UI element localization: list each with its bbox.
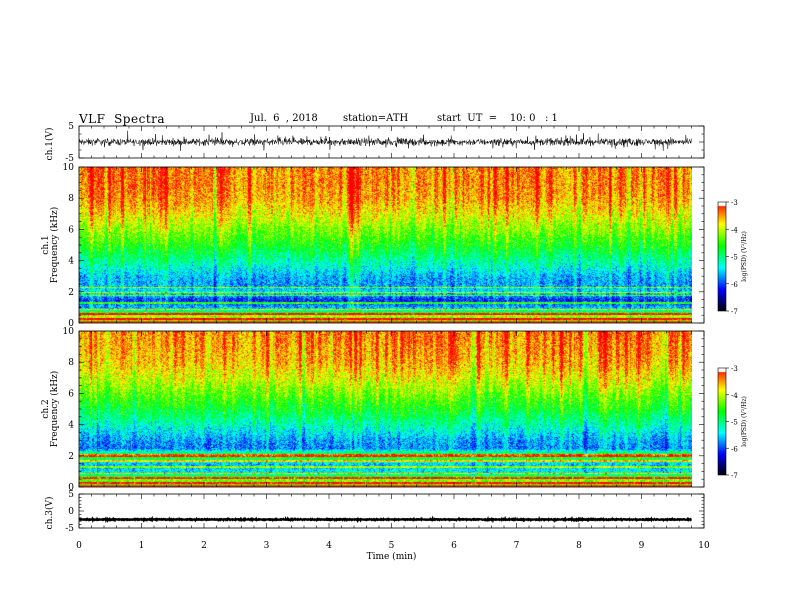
- x-tick-label: 3: [264, 541, 270, 551]
- colorbar-tick-label: -4: [731, 226, 738, 234]
- ch2-spectrogram-image: [79, 331, 692, 487]
- y-tick-label: 2: [68, 452, 74, 462]
- y-tick-label: 10: [63, 327, 75, 337]
- x-tick-label: 4: [326, 541, 332, 551]
- figure-title: VLF Spectra: [79, 112, 166, 126]
- station-label: station=ATH: [343, 113, 409, 124]
- ch1-waveform-trace: [78, 130, 692, 151]
- y-tick-label: 6: [68, 389, 74, 399]
- colorbar-tick-label: -7: [731, 472, 738, 480]
- x-tick-label: 0: [76, 541, 82, 551]
- colorbar-tick-label: -6: [731, 281, 738, 289]
- y-tick-label: 4: [68, 257, 74, 267]
- y-tick-label: 0: [68, 319, 74, 329]
- ch1-spectrogram-ylabel: ch.1: [41, 235, 51, 254]
- colorbar-tick-label: -5: [731, 254, 738, 262]
- ch1-spectrogram-image: [79, 167, 692, 323]
- colorbar-tick-label: -3: [731, 365, 738, 373]
- y-tick-label: 4: [68, 421, 74, 431]
- x-tick-label: 9: [639, 541, 645, 551]
- x-tick-label: 7: [514, 541, 520, 551]
- y-tick-label: -5: [65, 524, 74, 534]
- x-tick-label: 10: [698, 541, 710, 551]
- x-tick-label: 6: [451, 541, 457, 551]
- ch3-waveform-ylabel: ch.3(V): [44, 497, 55, 530]
- y-tick-label: 0: [68, 483, 74, 493]
- colorbar-label: log(PSD) (V²/Hz): [741, 396, 748, 447]
- colorbar-tick-label: -4: [731, 392, 738, 400]
- start-time-label: start UT = 10: 0 : 1: [437, 113, 558, 124]
- y-tick-label: 2: [68, 288, 74, 298]
- ch2-spectrogram-ylabel: ch.2: [41, 399, 51, 418]
- date-label: Jul. 6 , 2018: [250, 113, 318, 124]
- ch3-waveform-frame: [78, 493, 705, 529]
- y-tick-label: 8: [68, 194, 74, 204]
- colorbar-tick-label: -7: [731, 308, 738, 316]
- x-tick-label: 5: [389, 541, 395, 551]
- colorbar-tick-label: -6: [731, 445, 738, 453]
- y-tick-label: 10: [63, 163, 75, 173]
- x-tick-label: 1: [139, 541, 145, 551]
- y-tick-label: 5: [68, 490, 74, 500]
- ch1-waveform-ylabel: ch.1(V): [44, 128, 55, 161]
- x-tick-label: 2: [201, 541, 207, 551]
- ch3-waveform-trace: [78, 515, 692, 524]
- x-axis-label: Time (min): [367, 551, 417, 562]
- y-tick-label: 0: [68, 507, 74, 517]
- ch1-spectrogram-ylabel: Frequency (kHz): [49, 207, 60, 284]
- x-tick-label: 8: [576, 541, 582, 551]
- ch2-spectrogram-ylabel: Frequency (kHz): [49, 371, 60, 448]
- colorbar-label: log(PSD) (V²/Hz): [741, 231, 748, 282]
- colorbar-tick-label: -3: [731, 199, 738, 207]
- ch1-colorbar: [718, 202, 726, 311]
- y-tick-label: 5: [68, 122, 74, 132]
- y-tick-label: 8: [68, 358, 74, 368]
- y-tick-label: -5: [65, 154, 74, 164]
- ch2-colorbar: [718, 368, 726, 475]
- colorbar-tick-label: -5: [731, 419, 738, 427]
- y-tick-label: 6: [68, 225, 74, 235]
